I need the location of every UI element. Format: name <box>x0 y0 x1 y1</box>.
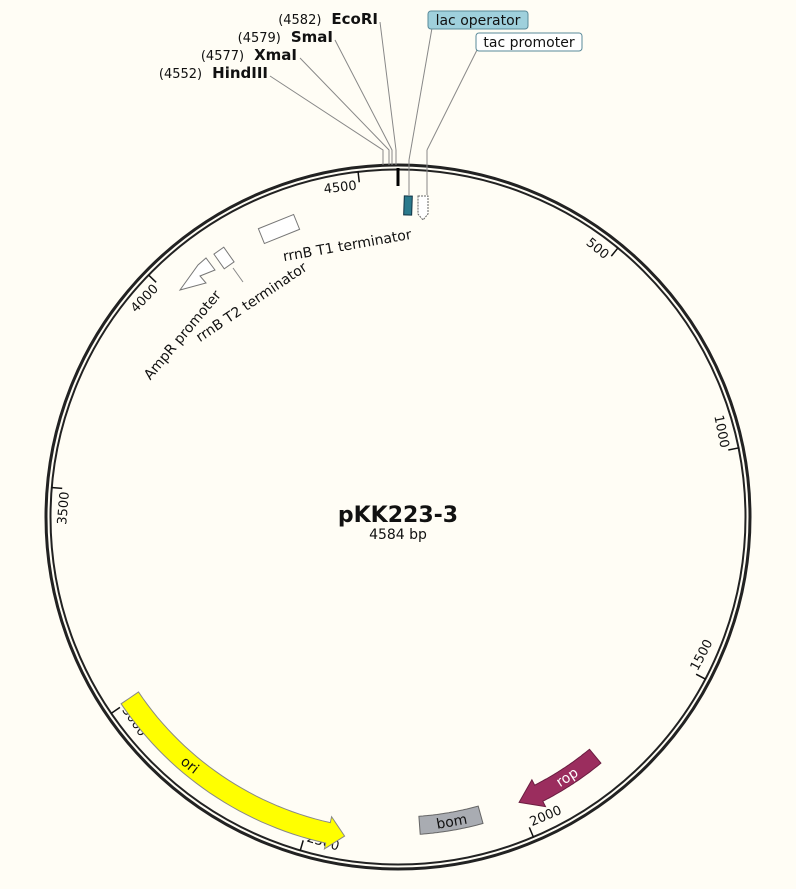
rrnb-t2 <box>213 246 235 270</box>
site-name: HindIII <box>212 64 268 82</box>
bom <box>418 805 484 835</box>
site-leader <box>299 57 390 165</box>
site-position: (4552) <box>159 67 202 82</box>
site-label: (4582) EcoRI <box>278 10 378 28</box>
label-box <box>475 32 583 52</box>
tac-promoter <box>417 195 429 221</box>
tick-mark <box>299 840 304 852</box>
tick-mark <box>51 486 63 490</box>
tick-mark <box>110 706 121 715</box>
plasmid-name: pKK223-3 <box>338 503 458 528</box>
feature-label: tac promoter <box>483 35 574 51</box>
backbone-outer <box>44 163 752 871</box>
site-position: (4582) <box>278 13 321 28</box>
tick-mark <box>695 673 707 680</box>
site-leader <box>269 75 384 165</box>
ampr-promoter <box>178 257 216 291</box>
feature-leader <box>426 47 479 151</box>
site-name: SmaI <box>291 28 333 46</box>
site-position: (4579) <box>238 31 281 46</box>
site-label: (4552) HindIII <box>159 64 268 82</box>
site-leader <box>334 39 393 165</box>
feature-label: lac operator <box>436 13 521 29</box>
rrnb-t1 <box>257 213 301 245</box>
site-name: XmaI <box>254 46 297 64</box>
site-name: EcoRI <box>331 10 378 28</box>
site-label: (4577) XmaI <box>201 46 297 64</box>
label-box <box>427 10 529 30</box>
tick-mark <box>147 274 157 283</box>
tick-mark <box>728 447 740 451</box>
tick-label: 3500 <box>55 491 73 525</box>
tick-mark <box>528 827 535 838</box>
feature-label: bom <box>435 812 468 833</box>
feature-leader <box>408 27 433 161</box>
plasmid-length: 4584 bp <box>369 527 427 543</box>
site-leader <box>379 21 397 165</box>
site-label: (4579) SmaI <box>238 28 333 46</box>
tick-mark <box>610 247 619 257</box>
site-position: (4577) <box>201 49 244 64</box>
lac-operator <box>403 195 413 216</box>
tick-mark <box>357 171 361 183</box>
tick-label: 4500 <box>323 179 358 198</box>
tick-label: 1000 <box>710 414 731 449</box>
feature-leader <box>232 267 244 283</box>
rop <box>518 748 602 808</box>
ori <box>120 691 346 850</box>
